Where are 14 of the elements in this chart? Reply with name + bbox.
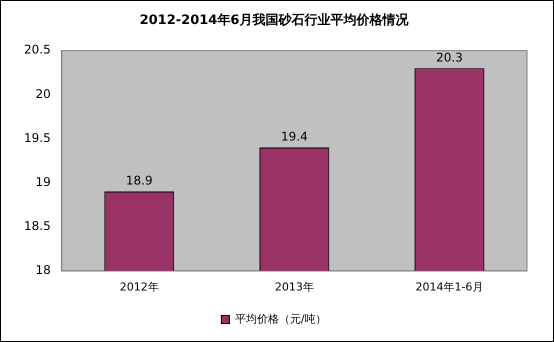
chart-title: 2012-2014年6月我国砂石行业平均价格情况: [140, 12, 410, 28]
data-label: 18.9: [126, 174, 153, 188]
legend-label: 平均价格（元/吨）: [234, 312, 327, 326]
data-label: 20.3: [436, 50, 463, 64]
data-label: 19.4: [281, 130, 308, 144]
y-tick-label: 19.5: [24, 130, 51, 145]
y-tick-label: 18: [35, 262, 51, 277]
x-tick-label: 2013年: [274, 280, 314, 294]
y-tick-label: 20.5: [24, 42, 51, 57]
x-tick-label: 2014年1-6月: [415, 280, 484, 294]
y-tick-label: 18.5: [24, 218, 51, 233]
x-tick-label: 2012年: [120, 280, 159, 294]
y-tick-label: 20: [35, 86, 51, 101]
y-tick-label: 19: [35, 174, 51, 189]
